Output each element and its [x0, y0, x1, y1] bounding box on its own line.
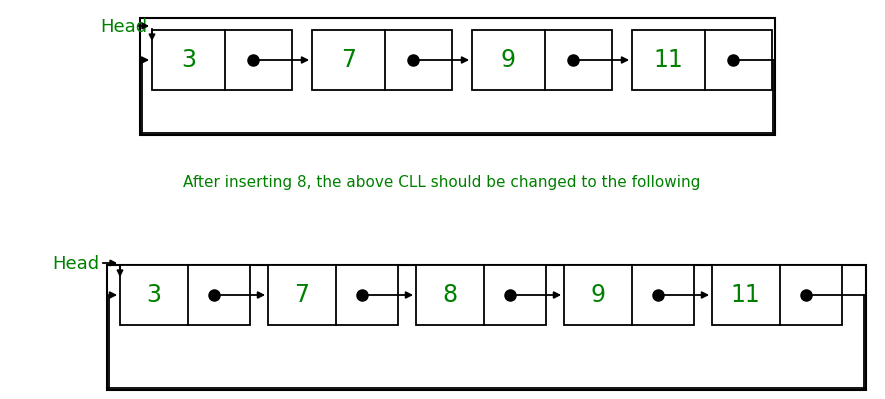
Bar	[564, 265, 694, 325]
Text: 11: 11	[731, 283, 761, 307]
Bar	[712, 265, 842, 325]
Bar	[140, 18, 775, 135]
Bar	[632, 30, 772, 90]
Bar	[152, 30, 292, 90]
Bar	[312, 30, 452, 90]
Text: 8: 8	[442, 283, 458, 307]
Text: After inserting 8, the above CLL should be changed to the following: After inserting 8, the above CLL should …	[183, 176, 701, 190]
Text: Head: Head	[52, 255, 99, 273]
Bar	[107, 265, 866, 390]
Text: 7: 7	[295, 283, 309, 307]
Text: 11: 11	[653, 48, 683, 72]
Text: 9: 9	[590, 283, 605, 307]
Bar	[416, 265, 546, 325]
Bar	[120, 265, 250, 325]
Bar	[268, 265, 398, 325]
Text: Head: Head	[100, 18, 147, 36]
Text: 9: 9	[501, 48, 516, 72]
Text: 3: 3	[181, 48, 196, 72]
Text: 3: 3	[146, 283, 161, 307]
Text: 7: 7	[341, 48, 356, 72]
Bar	[472, 30, 612, 90]
